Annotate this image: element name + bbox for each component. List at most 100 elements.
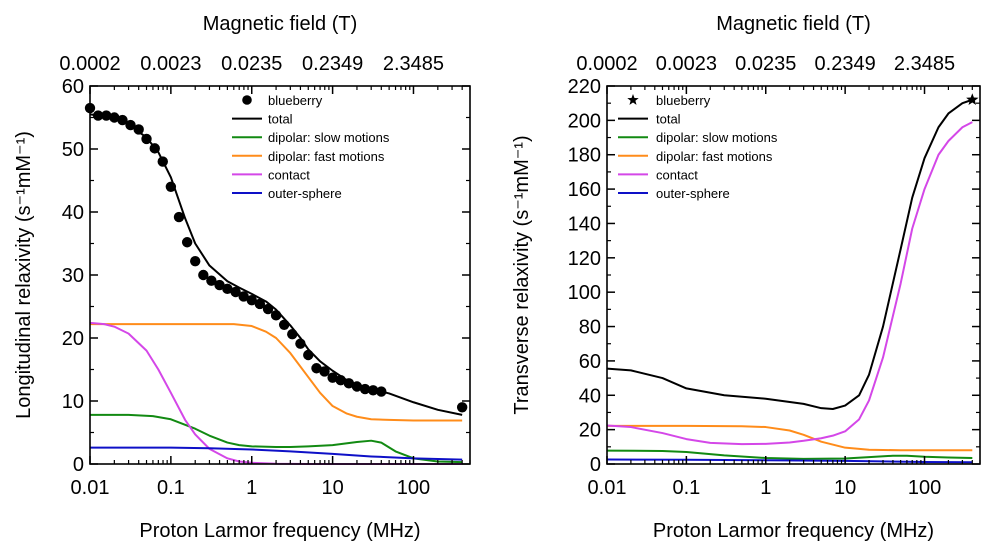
x2-tick-label: 0.0023 xyxy=(656,53,717,75)
data-point xyxy=(246,295,257,306)
data-point xyxy=(262,303,274,315)
data-point xyxy=(287,329,298,340)
series-line-outer-sphere xyxy=(90,446,463,461)
data-point xyxy=(966,93,979,105)
series-line-dipolar-slow-motions xyxy=(90,413,463,464)
x2-tick-label: 2.3485 xyxy=(383,53,444,75)
legend-label: dipolar: fast motions xyxy=(268,149,385,164)
series-line-dipolar-fast-motions xyxy=(607,424,973,452)
legend-label: dipolar: fast motions xyxy=(656,149,773,164)
data-point xyxy=(311,363,322,374)
y-tick-label: 40 xyxy=(62,202,84,224)
y-tick-label: 20 xyxy=(579,420,601,442)
data-point xyxy=(278,319,290,330)
data-point xyxy=(303,349,314,361)
data-point xyxy=(101,110,112,121)
x-tick-label: 10 xyxy=(834,477,856,499)
data-point xyxy=(133,124,144,135)
x-tick-label: 100 xyxy=(397,477,430,499)
x-tick-label: 0.01 xyxy=(588,477,627,499)
x2-axis-title: Magnetic field (T) xyxy=(716,13,871,35)
x2-tick-label: 0.0235 xyxy=(735,53,796,75)
data-point xyxy=(351,381,363,392)
y-tick-label: 20 xyxy=(62,328,84,350)
data-point xyxy=(181,237,193,248)
y-tick-label: 60 xyxy=(62,76,84,98)
data-point xyxy=(343,378,355,389)
legend-label: dipolar: slow motions xyxy=(656,130,778,145)
data-point xyxy=(117,114,128,126)
y-tick-label: 220 xyxy=(568,76,601,98)
x2-tick-label: 0.0023 xyxy=(140,53,201,75)
y-tick-label: 120 xyxy=(568,248,601,270)
x-axis-title: Proton Larmor frequency (MHz) xyxy=(653,520,934,542)
data-point xyxy=(319,366,330,377)
data-point xyxy=(125,119,136,131)
data-point xyxy=(92,110,104,121)
series-line-contact xyxy=(90,321,463,465)
data-point xyxy=(198,269,209,281)
series-line-contact xyxy=(607,121,973,446)
legend-label: total xyxy=(656,112,681,127)
y-tick-label: 60 xyxy=(579,351,601,373)
legend: blueberry total dipolar: slow motions dipol… xyxy=(232,93,390,201)
legend: blueberry total dipolar: slow motions dipol… xyxy=(618,93,778,201)
data-point xyxy=(254,298,266,310)
data-point xyxy=(109,112,120,123)
transverse-relaxivity-chart: 0.01 0.1 1 10 100 0.0002 0.0023 0.0235 0.2349 2.3… xyxy=(511,13,981,542)
x-axis-title: Proton Larmor frequency (MHz) xyxy=(139,520,420,542)
x2-tick-label: 2.3485 xyxy=(894,53,955,75)
x-tick-label: 0.1 xyxy=(157,477,185,499)
y-tick-label: 140 xyxy=(568,213,601,235)
legend-label: contact xyxy=(268,167,310,182)
data-point xyxy=(367,385,379,396)
x2-tick-label: 0.0002 xyxy=(576,53,637,75)
x2-tick-label: 0.0002 xyxy=(59,53,120,75)
y-tick-label: 180 xyxy=(568,145,601,167)
data-point xyxy=(190,255,201,267)
data-point xyxy=(295,338,306,349)
y-tick-label: 40 xyxy=(579,385,601,407)
series-line-dipolar-slow-motions xyxy=(607,449,973,460)
data-point xyxy=(149,143,160,154)
series-line-total xyxy=(607,98,973,411)
y-tick-label: 0 xyxy=(590,454,601,476)
data-point xyxy=(141,133,152,145)
x2-tick-label: 0.0235 xyxy=(221,53,282,75)
legend-label: total xyxy=(268,112,293,127)
data-point xyxy=(173,211,185,223)
longitudinal-relaxivity-chart: 0.01 0.1 1 10 100 0.0002 0.0023 0.0235 0.2349 2.3… xyxy=(13,13,471,542)
data-point xyxy=(376,386,387,397)
data-point xyxy=(222,283,233,295)
x2-tick-label: 0.2349 xyxy=(302,53,363,75)
y-axis-title: Transverse relaxivity (s⁻¹mM⁻¹) xyxy=(511,135,533,414)
data-point xyxy=(165,181,177,192)
x-tick-label: 100 xyxy=(908,477,941,499)
data-point xyxy=(327,372,338,383)
legend-label: dipolar: slow motions xyxy=(268,130,390,145)
legend-swatch xyxy=(242,95,252,105)
legend-label: blueberry xyxy=(656,93,711,108)
legend-label: outer-sphere xyxy=(656,186,730,201)
y-tick-label: 80 xyxy=(579,317,601,339)
data-point xyxy=(230,286,241,298)
x-tick-label: 0.1 xyxy=(672,477,700,499)
legend-swatch xyxy=(627,94,639,105)
series-line-outer-sphere xyxy=(607,458,973,464)
legend-label: blueberry xyxy=(268,93,323,108)
data-point xyxy=(359,383,371,395)
legend-label: outer-sphere xyxy=(268,186,342,201)
x-tick-label: 1 xyxy=(246,477,257,499)
data-point xyxy=(214,279,225,291)
x2-tick-label: 0.2349 xyxy=(815,53,876,75)
x-tick-label: 10 xyxy=(321,477,343,499)
y-tick-label: 0 xyxy=(73,454,84,476)
series-line-dipolar-fast-motions xyxy=(90,323,463,422)
data-point xyxy=(335,375,346,386)
y-tick-label: 50 xyxy=(62,139,84,161)
x-tick-label: 1 xyxy=(760,477,771,499)
data-point xyxy=(206,275,217,286)
x-tick-label: 0.01 xyxy=(71,477,110,499)
legend-label: contact xyxy=(656,167,698,182)
